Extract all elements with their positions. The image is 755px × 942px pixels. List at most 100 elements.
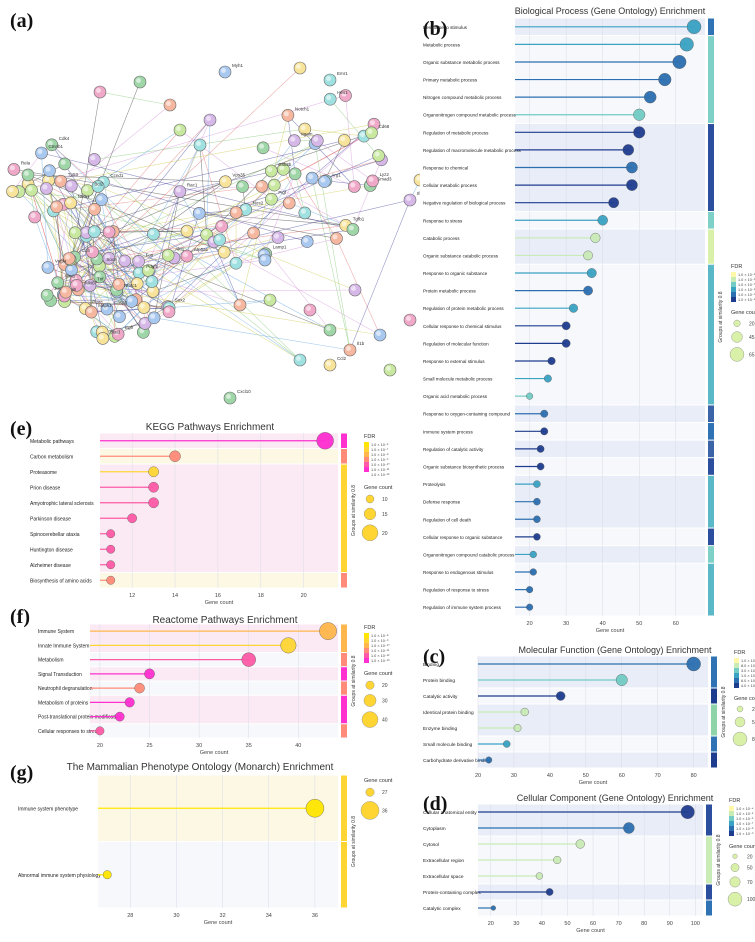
- reactome-legend-tick: 1.0 × 10⁻¹²: [371, 654, 390, 658]
- mf-legend-tick: 1.0 × 10⁻⁴: [741, 674, 755, 678]
- cc-size-legend-circle: [732, 853, 738, 859]
- bp-size-legend-label: 45: [749, 335, 755, 341]
- cc-group-bar: [706, 884, 712, 900]
- network-node-highlight: [43, 291, 49, 297]
- reactome-group-band: [90, 681, 338, 695]
- network-node-highlight: [148, 287, 154, 293]
- network-edge: [48, 180, 65, 265]
- network-edge: [179, 186, 243, 192]
- bp-group-bar: [708, 211, 714, 229]
- mp-size-legend-label: 27: [382, 790, 388, 796]
- bp-lollipop-head: [526, 392, 534, 400]
- network-node-highlight: [241, 205, 247, 211]
- network-node-label: Pdgfb: [146, 264, 158, 269]
- mf-colorbar-step: [734, 683, 739, 688]
- network-node-highlight: [144, 266, 150, 272]
- mf-xtick-label: 40: [547, 773, 553, 779]
- reactome-category-label: Post-translational protein modification: [38, 715, 122, 721]
- mf-group-band: [478, 656, 708, 688]
- cc-legend-title: FDR: [729, 798, 740, 804]
- cc-legend-tick: 1.0 × 10⁻⁶: [736, 817, 754, 821]
- mp-category-label: Immune system phenotype: [18, 806, 78, 812]
- reactome-legend-tick: 1.0 × 10⁻¹¹: [371, 649, 390, 653]
- network-node-highlight: [9, 165, 15, 171]
- mf-group-band: [478, 704, 708, 736]
- bp-lollipop-head: [590, 232, 601, 243]
- bp-xtick-label: 60: [673, 621, 679, 627]
- network-node-highlight: [290, 136, 296, 142]
- network-node-highlight: [105, 228, 111, 233]
- network-node-highlight: [332, 234, 338, 240]
- network-node-highlight: [139, 328, 145, 334]
- network-node-label: Pigf: [278, 190, 287, 195]
- network-node-highlight: [30, 213, 36, 218]
- reactome-category-label: Signal Transduction: [38, 672, 82, 678]
- network-node-highlight: [346, 346, 351, 351]
- network-node-highlight: [45, 166, 51, 172]
- panel-label-c: (c): [423, 646, 446, 668]
- kegg-group-axis-label: Groups at similarity 0.8: [351, 485, 357, 536]
- bp-category-label: Immune system process: [423, 429, 473, 434]
- network-edge: [154, 317, 351, 351]
- kegg-group-band: [100, 464, 338, 572]
- bp-category-label: Response to stress: [423, 218, 463, 223]
- bp-colorbar-step: [731, 282, 736, 287]
- bp-lollipop-head: [533, 480, 541, 488]
- network-node-label: Ifng: [417, 191, 420, 196]
- network-node-highlight: [350, 182, 356, 188]
- bp-legend-tick: 1.0 × 10⁻⁸: [738, 288, 755, 292]
- reactome-xtick-label: 30: [196, 743, 202, 749]
- mf-xtick-label: 80: [691, 773, 697, 779]
- mf-size-legend-label: 50: [752, 720, 755, 726]
- network-edge: [167, 262, 237, 307]
- reactome-legend-title: FDR: [364, 625, 375, 631]
- cc-size-legend-label: 50: [747, 866, 753, 872]
- network-edge: [294, 173, 306, 213]
- kegg-colorbar-step: [364, 452, 369, 457]
- mp-xtick-label: 32: [220, 913, 226, 919]
- kegg-legend-tick: 1.0 × 10⁻¹⁰: [371, 463, 390, 467]
- network-edge: [152, 262, 237, 292]
- network-node-highlight: [386, 366, 391, 371]
- network-node-highlight: [236, 301, 241, 306]
- network-node-highlight: [67, 181, 73, 187]
- cc-colorbar-step: [729, 806, 734, 811]
- kegg-colorbar-step: [364, 447, 369, 452]
- bp-group-bar: [708, 563, 714, 616]
- bp-category-label: Response to endogenous stimulus: [423, 570, 494, 575]
- bp-lollipop-head: [561, 339, 571, 348]
- network-edge: [86, 232, 132, 302]
- kegg-size-legend-circle: [365, 494, 375, 504]
- reactome-colorbar-step: [364, 653, 369, 658]
- reactome-lollipop-head: [241, 652, 256, 667]
- network-node-highlight: [136, 78, 141, 83]
- mf-category-label: Small molecule binding: [423, 742, 473, 748]
- mp-group-bar: [341, 842, 347, 908]
- network-node-highlight: [43, 263, 49, 269]
- network-node-highlight: [133, 279, 139, 285]
- cc-category-label: Cytoplasm: [423, 826, 446, 832]
- mf-colorbar-step: [734, 668, 739, 673]
- network-node-label: Akt1: [175, 246, 185, 251]
- network-edge: [143, 123, 375, 333]
- bp-colorbar-step: [731, 292, 736, 297]
- bp-category-label: Negative regulation of biological proces…: [423, 201, 506, 206]
- network-node-highlight: [274, 233, 279, 239]
- mp-xtick-label: 28: [127, 913, 133, 919]
- network-edge: [53, 186, 262, 212]
- bp-group-bar: [708, 423, 714, 440]
- network-edge: [168, 213, 200, 312]
- kegg-group-band: [100, 573, 338, 588]
- network-edge: [199, 213, 337, 239]
- bp-category-label: Cellular response to chemical stimulus: [423, 324, 502, 329]
- bp-legend-tick: 1.0 × 10⁻⁹: [738, 293, 755, 297]
- reactome-lollipop-head: [95, 726, 105, 736]
- bp-lollipop-head: [547, 356, 556, 365]
- reactome-category-label: Innate Immune System: [38, 643, 89, 649]
- network-edge: [349, 199, 411, 351]
- bp-group-bar: [708, 440, 714, 458]
- kegg-lollipop-head: [106, 575, 116, 585]
- cc-xtick-label: 20: [488, 921, 494, 927]
- network-node-highlight: [367, 128, 373, 134]
- kegg-group-bar: [341, 433, 347, 448]
